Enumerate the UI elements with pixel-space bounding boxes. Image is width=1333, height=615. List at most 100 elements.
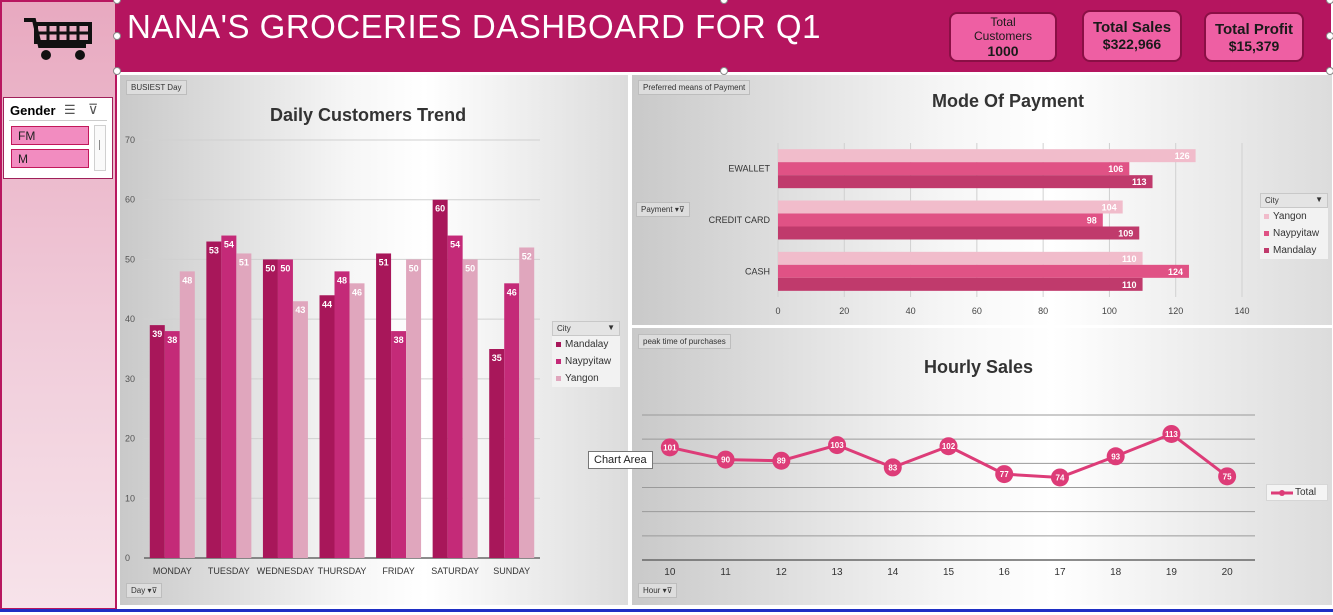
slicer-item-fm[interactable]: FM xyxy=(11,126,89,145)
x-tick-label: 100 xyxy=(1102,306,1117,316)
data-label: 50 xyxy=(409,263,419,273)
x-tick-label: 40 xyxy=(906,306,916,316)
bar xyxy=(334,271,350,558)
bar xyxy=(778,251,1143,265)
legend-title[interactable]: City ▼ xyxy=(1260,193,1328,208)
data-label: 48 xyxy=(182,275,192,285)
x-tick-label: 13 xyxy=(831,567,843,578)
kpi-label: Total Sales xyxy=(1092,19,1172,36)
y-tick-label: 20 xyxy=(125,434,135,444)
x-tick-label: MONDAY xyxy=(153,566,192,576)
data-label: 75 xyxy=(1223,472,1232,481)
hourly-sales-chart[interactable]: 101 90 89 103 83 102 77 74 93 113 75 10 11 12 13 14 15 16… xyxy=(632,328,1332,605)
x-tick-label: 20 xyxy=(1222,567,1234,578)
bar xyxy=(349,283,365,558)
data-label: 51 xyxy=(239,257,249,267)
x-tick-label: 20 xyxy=(839,306,849,316)
y-tick-label: 30 xyxy=(125,374,135,384)
data-point xyxy=(716,450,735,469)
bar xyxy=(391,331,407,558)
data-label: 54 xyxy=(224,240,234,250)
data-label: 53 xyxy=(209,246,219,256)
field-button-payment-means[interactable]: Preferred means of Payment xyxy=(638,80,751,95)
kpi-total-customers: Total Customers 1000 xyxy=(949,12,1057,62)
dropdown-arrow-icon[interactable]: ▼ xyxy=(607,323,615,332)
slicer-scrollbar[interactable] xyxy=(94,125,106,171)
data-label: 104 xyxy=(1102,203,1117,213)
multi-select-icon[interactable]: ☰ xyxy=(64,102,76,117)
daily-customers-chart[interactable]: 0 10 20 30 40 50 60 70 39 38 48 MONDAY 53 54 51 TUESDAY… xyxy=(120,75,628,605)
bar xyxy=(406,259,422,558)
filter-icon: ▾⊽ xyxy=(147,586,158,595)
hourly-sales-panel[interactable]: peak time of purchases Hourly Sales 101 9… xyxy=(632,328,1332,605)
legend-item-mandalay: Mandalay xyxy=(1260,242,1328,259)
data-label: 103 xyxy=(830,441,844,450)
daily-customers-panel[interactable]: BUSIEST Day Daily Customers Trend 0 10 20 3… xyxy=(120,75,628,605)
data-label: 74 xyxy=(1056,473,1065,482)
data-point xyxy=(1050,468,1069,487)
bar xyxy=(236,253,252,558)
data-point xyxy=(828,436,847,455)
resize-handle[interactable] xyxy=(1326,67,1333,75)
resize-handle[interactable] xyxy=(1326,0,1333,4)
kpi-value: $322,966 xyxy=(1102,36,1162,52)
filter-icon: ▾⊽ xyxy=(662,586,673,595)
bar xyxy=(432,199,448,558)
x-tick-label: 11 xyxy=(720,567,731,578)
resize-handle[interactable] xyxy=(720,67,728,75)
y-tick-label: CASH xyxy=(745,266,770,276)
mode-of-payment-panel[interactable]: Preferred means of Payment Mode Of Payme… xyxy=(632,75,1332,325)
resize-handle[interactable] xyxy=(113,32,121,40)
legend[interactable]: Total xyxy=(1266,484,1328,501)
resize-handle[interactable] xyxy=(113,67,121,75)
data-label: 39 xyxy=(152,329,162,339)
legend-item-naypyitaw: Naypyitaw xyxy=(552,353,620,370)
data-label: 77 xyxy=(1000,470,1009,479)
kpi-value: $15,379 xyxy=(1228,38,1280,54)
header-banner[interactable]: NANA'S GROCERIES DASHBOARD FOR Q1 Total … xyxy=(117,0,1331,72)
x-tick-label: THURSDAY xyxy=(318,566,367,576)
field-button-peak-time[interactable]: peak time of purchases xyxy=(638,334,731,349)
field-button-payment[interactable]: Payment ▾⊽ xyxy=(636,202,690,217)
divider xyxy=(9,120,107,121)
resize-handle[interactable] xyxy=(1326,32,1333,40)
dropdown-arrow-icon[interactable]: ▼ xyxy=(1315,195,1323,204)
mode-of-payment-chart[interactable]: 0 20 40 60 80 100 120 140 126 106 113 EWALLET 104 98 1… xyxy=(632,75,1332,325)
bar xyxy=(489,349,505,558)
x-tick-label: 10 xyxy=(664,567,676,578)
bar xyxy=(778,264,1189,278)
x-tick-label: 18 xyxy=(1110,567,1122,578)
y-tick-label: 60 xyxy=(125,195,135,205)
bar xyxy=(778,175,1153,189)
data-label: 50 xyxy=(280,263,290,273)
data-label: 54 xyxy=(450,240,460,250)
bar xyxy=(462,259,478,558)
sidebar: Gender ☰ ⊽ FM M xyxy=(0,0,117,610)
data-label: 101 xyxy=(663,443,677,452)
y-tick-label: EWALLET xyxy=(728,164,770,174)
y-tick-label: 70 xyxy=(125,135,135,145)
clear-filter-icon[interactable]: ⊽ xyxy=(88,101,99,117)
field-button-hour[interactable]: Hour ▾⊽ xyxy=(638,583,678,598)
x-tick-label: SUNDAY xyxy=(493,566,530,576)
bar xyxy=(262,259,278,558)
x-tick-label: 15 xyxy=(943,567,955,578)
data-label: 60 xyxy=(435,204,445,214)
data-label: 113 xyxy=(1132,177,1147,187)
bar xyxy=(778,149,1196,163)
legend[interactable]: City ▼ Yangon Naypyitaw Mandalay xyxy=(1260,193,1328,259)
bar xyxy=(778,213,1103,227)
legend-item-naypyitaw: Naypyitaw xyxy=(1260,225,1328,242)
x-tick-label: 140 xyxy=(1234,306,1249,316)
bar xyxy=(447,235,463,559)
legend[interactable]: City ▼ Mandalay Naypyitaw Yangon xyxy=(552,321,620,387)
bar xyxy=(519,247,535,558)
data-label: 109 xyxy=(1118,229,1133,239)
data-label: 102 xyxy=(942,442,956,451)
legend-title[interactable]: City ▼ xyxy=(552,321,620,336)
gender-slicer[interactable]: Gender ☰ ⊽ FM M xyxy=(3,97,113,179)
field-button-busiest-day[interactable]: BUSIEST Day xyxy=(126,80,187,95)
bar xyxy=(179,271,195,558)
slicer-item-m[interactable]: M xyxy=(11,149,89,168)
field-button-day[interactable]: Day ▾⊽ xyxy=(126,583,163,598)
